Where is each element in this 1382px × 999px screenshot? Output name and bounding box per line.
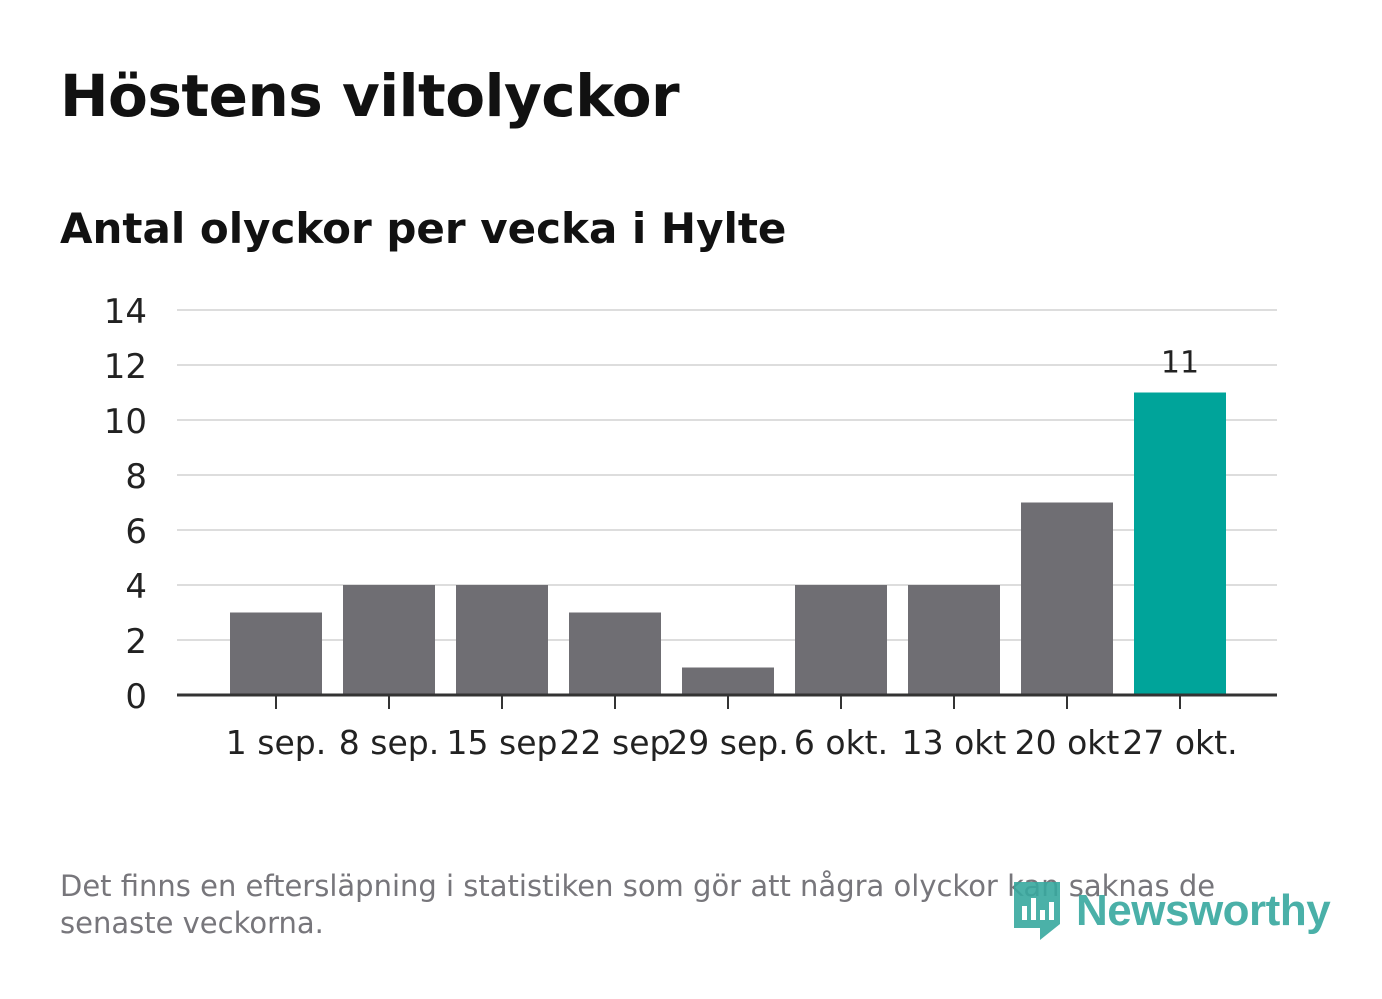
x-tick-label: 22 sep: [560, 723, 671, 762]
y-tick-label: 8: [125, 457, 147, 497]
bar-15-sep: [456, 585, 548, 695]
newsworthy-logo-text: Newsworthy: [1076, 886, 1331, 935]
bar-27-okt: [1134, 392, 1226, 695]
y-tick-label: 4: [125, 567, 147, 607]
x-tick-label: 27 okt.: [1122, 723, 1237, 762]
newsworthy-logo: Newsworthy: [1010, 876, 1331, 946]
bar-22-sep: [569, 612, 661, 695]
x-tick-label: 15 sep: [447, 723, 558, 762]
y-tick-label: 10: [104, 402, 147, 442]
bar-29-sep: [682, 667, 774, 695]
bar-8-sep: [343, 585, 435, 695]
x-tick-label: 6 okt.: [794, 723, 888, 762]
bar-20-okt: [1021, 502, 1113, 695]
chart-title: Höstens viltolyckor: [60, 62, 680, 130]
chart-subtitle: Antal olyckor per vecka i Hylte: [60, 204, 787, 253]
y-tick-label: 2: [125, 622, 147, 662]
x-tick-label: 29 sep.: [667, 723, 788, 762]
y-tick-label: 12: [104, 347, 147, 387]
y-axis-ticks: 0 2 4 6 8 10 12 14: [104, 292, 147, 717]
x-tick-label: 1 sep.: [226, 723, 326, 762]
bar-13-okt: [908, 585, 1000, 695]
bar-1-sep: [230, 612, 322, 695]
y-tick-label: 0: [125, 677, 147, 717]
x-tick-label: 20 okt: [1015, 723, 1120, 762]
bar-6-okt: [795, 585, 887, 695]
bars: [230, 392, 1226, 695]
x-tick-label: 8 sep.: [339, 723, 439, 762]
bar-value-label: 11: [1161, 346, 1199, 381]
data-labels: 11: [1161, 346, 1199, 381]
y-tick-label: 6: [125, 512, 147, 552]
newsworthy-logo-icon: [1014, 882, 1060, 940]
y-tick-label: 14: [104, 292, 147, 332]
x-tick-label: 13 okt: [902, 723, 1007, 762]
